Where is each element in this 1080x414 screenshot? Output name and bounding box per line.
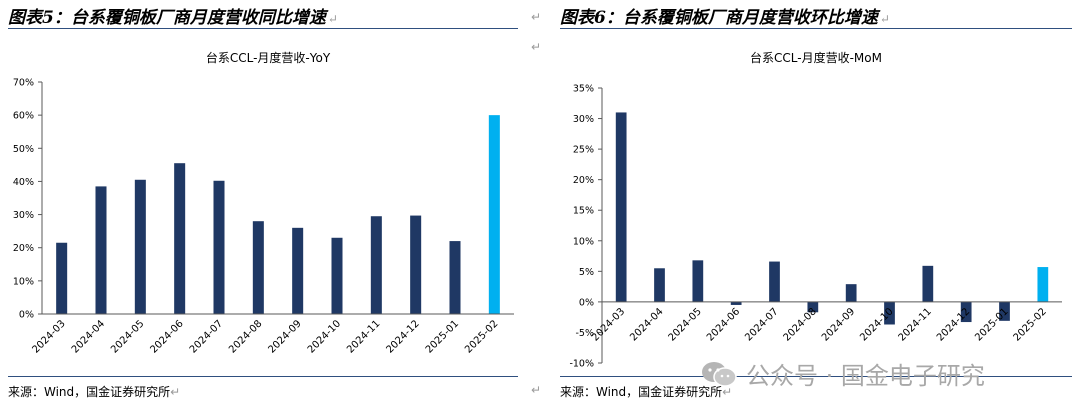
left-chart-x-tick-label: 2024-05	[109, 318, 146, 355]
right-chart-x-tick-label: 2024-07	[743, 306, 780, 343]
right-chart-bar-2025-01	[999, 301, 1010, 321]
return-mark: ↵	[531, 383, 542, 397]
right-chart-y-tick-label: 25%	[573, 145, 594, 156]
right-chart-x-tick-label: 2024-09	[820, 306, 857, 343]
return-mark: ↵	[327, 12, 338, 26]
right-chart-y-tick-label: 10%	[573, 236, 594, 247]
left-chart-bar-2024-09	[292, 227, 304, 314]
right-chart-y-tick-label: 35%	[573, 84, 594, 95]
return-mark: ↵	[531, 10, 542, 24]
left-chart-bar-2025-02	[488, 115, 500, 314]
left-chart-y-tick-label: 60%	[13, 111, 34, 122]
right-chart-bar-2024-03	[615, 112, 627, 302]
left-chart: 0%10%20%30%40%50%60%70%2024-03 2024-04 202…	[13, 78, 514, 356]
left-chart-bar-2025-01	[449, 241, 461, 314]
right-chart-title: 台系CCL-月度营收-MoM	[750, 51, 882, 65]
watermark-text: 公众号 · 国金电子研究	[746, 362, 985, 390]
left-chart-bar-2024-07	[213, 180, 225, 314]
right-chart-bar-2024-05	[692, 260, 704, 302]
left-chart-y-tick-label: 30%	[13, 210, 34, 221]
left-source: 来源：Wind，国金证券研究所↵	[8, 383, 180, 400]
left-chart-bar-2024-03	[56, 242, 68, 314]
right-chart-y-tick-label: 30%	[573, 114, 594, 125]
right-chart-bar-2024-08	[807, 301, 819, 313]
left-figure-title-text: 图表5：台系覆铜板厂商月度营收同比增速	[8, 8, 326, 28]
return-mark: ↵	[170, 385, 181, 399]
right-chart-x-tick-label: 2025-02	[1012, 306, 1049, 343]
return-mark: ↵	[879, 12, 890, 26]
right-chart-bar-2024-11	[922, 265, 934, 302]
right-chart-bar-2024-10	[884, 301, 895, 325]
right-chart-y-tick-label: -10%	[569, 359, 594, 370]
left-figure-title: 图表5：台系覆铜板厂商月度营收同比增速 ↵	[8, 3, 338, 28]
left-chart-x-tick-label: 2024-06	[148, 318, 185, 355]
right-figure-title: 图表6：台系覆铜板厂商月度营收环比增速 ↵	[560, 3, 890, 28]
right-chart-x-tick-label: 2025-01	[973, 306, 1010, 343]
left-title-rule	[8, 28, 518, 29]
right-chart-bar-2025-02	[1037, 267, 1049, 302]
left-chart-bar-2024-04	[95, 186, 107, 314]
left-chart-bar-2024-11	[370, 216, 382, 314]
left-chart-bar-2024-06	[174, 163, 186, 314]
right-chart-bar-2024-07	[769, 261, 780, 302]
left-chart-y-tick-label: 10%	[13, 276, 34, 287]
left-chart-y-tick-label: 50%	[13, 144, 34, 155]
left-chart-x-tick-label: 2025-01	[424, 318, 461, 355]
left-chart-x-tick-label: 2025-02	[463, 318, 500, 355]
left-chart-y-tick-label: 20%	[13, 243, 34, 254]
left-chart-title: 台系CCL-月度营收-YoY	[205, 51, 331, 65]
right-chart-y-tick-label: 0%	[579, 297, 594, 308]
right-chart-bar-2024-04	[654, 268, 665, 302]
right-chart: -10%-5%0%5%10%15%20%25%30%35%2024-03 2024…	[569, 84, 1062, 370]
left-chart-x-tick-label: 2024-03	[30, 318, 67, 355]
left-chart-bar-2024-08	[252, 221, 264, 314]
right-chart-y-tick-label: -5%	[576, 328, 595, 339]
left-chart-y-tick-label: 0%	[19, 310, 34, 321]
left-chart-x-tick-label: 2024-11	[345, 318, 382, 355]
right-chart-bar-2024-09	[845, 284, 857, 302]
right-chart-bar-2024-06	[730, 301, 742, 305]
left-source-text: 来源：Wind，国金证券研究所	[8, 385, 171, 399]
watermark: 公众号 · 国金电子研究	[700, 356, 985, 391]
right-title-rule	[560, 28, 1072, 29]
left-source-rule	[8, 376, 518, 377]
right-chart-x-tick-label: 2024-11	[897, 306, 934, 343]
left-chart-y-tick-label: 40%	[13, 177, 34, 188]
right-chart-bar-2024-12	[960, 301, 972, 323]
right-figure-title-text: 图表6：台系覆铜板厂商月度营收环比增速	[560, 8, 878, 28]
wechat-icon	[702, 361, 737, 387]
right-source-rule	[560, 376, 1072, 377]
left-chart-x-tick-label: 2024-12	[384, 318, 421, 355]
left-chart-x-tick-label: 2024-10	[306, 318, 343, 355]
right-source-text: 来源：Wind，国金证券研究所	[560, 385, 723, 399]
left-chart-x-tick-label: 2024-07	[188, 318, 225, 355]
right-source: 来源：Wind，国金证券研究所↵	[560, 383, 732, 400]
right-chart-x-tick-label: 2024-03	[590, 306, 627, 343]
right-chart-x-tick-label: 2024-12	[935, 306, 972, 343]
left-chart-x-tick-label: 2024-04	[70, 318, 107, 355]
right-chart-x-tick-label: 2024-08	[782, 306, 819, 343]
right-chart-y-tick-label: 5%	[579, 267, 594, 278]
left-chart-bar-2024-12	[410, 215, 422, 314]
right-chart-y-tick-label: 20%	[573, 175, 594, 186]
left-chart-x-tick-label: 2024-08	[227, 318, 264, 355]
left-chart-y-tick-label: 70%	[13, 78, 34, 89]
right-chart-x-tick-label: 2024-04	[628, 306, 665, 343]
return-mark: ↵	[531, 40, 542, 54]
right-chart-y-tick-label: 15%	[573, 206, 594, 217]
right-chart-x-tick-label: 2024-06	[705, 306, 742, 343]
return-mark: ↵	[722, 385, 733, 399]
left-chart-bar-2024-10	[331, 237, 343, 314]
left-chart-bar-2024-05	[134, 179, 146, 314]
right-chart-x-tick-label: 2024-05	[667, 306, 704, 343]
left-chart-x-tick-label: 2024-09	[266, 318, 303, 355]
right-chart-x-tick-label: 2024-10	[858, 306, 895, 343]
